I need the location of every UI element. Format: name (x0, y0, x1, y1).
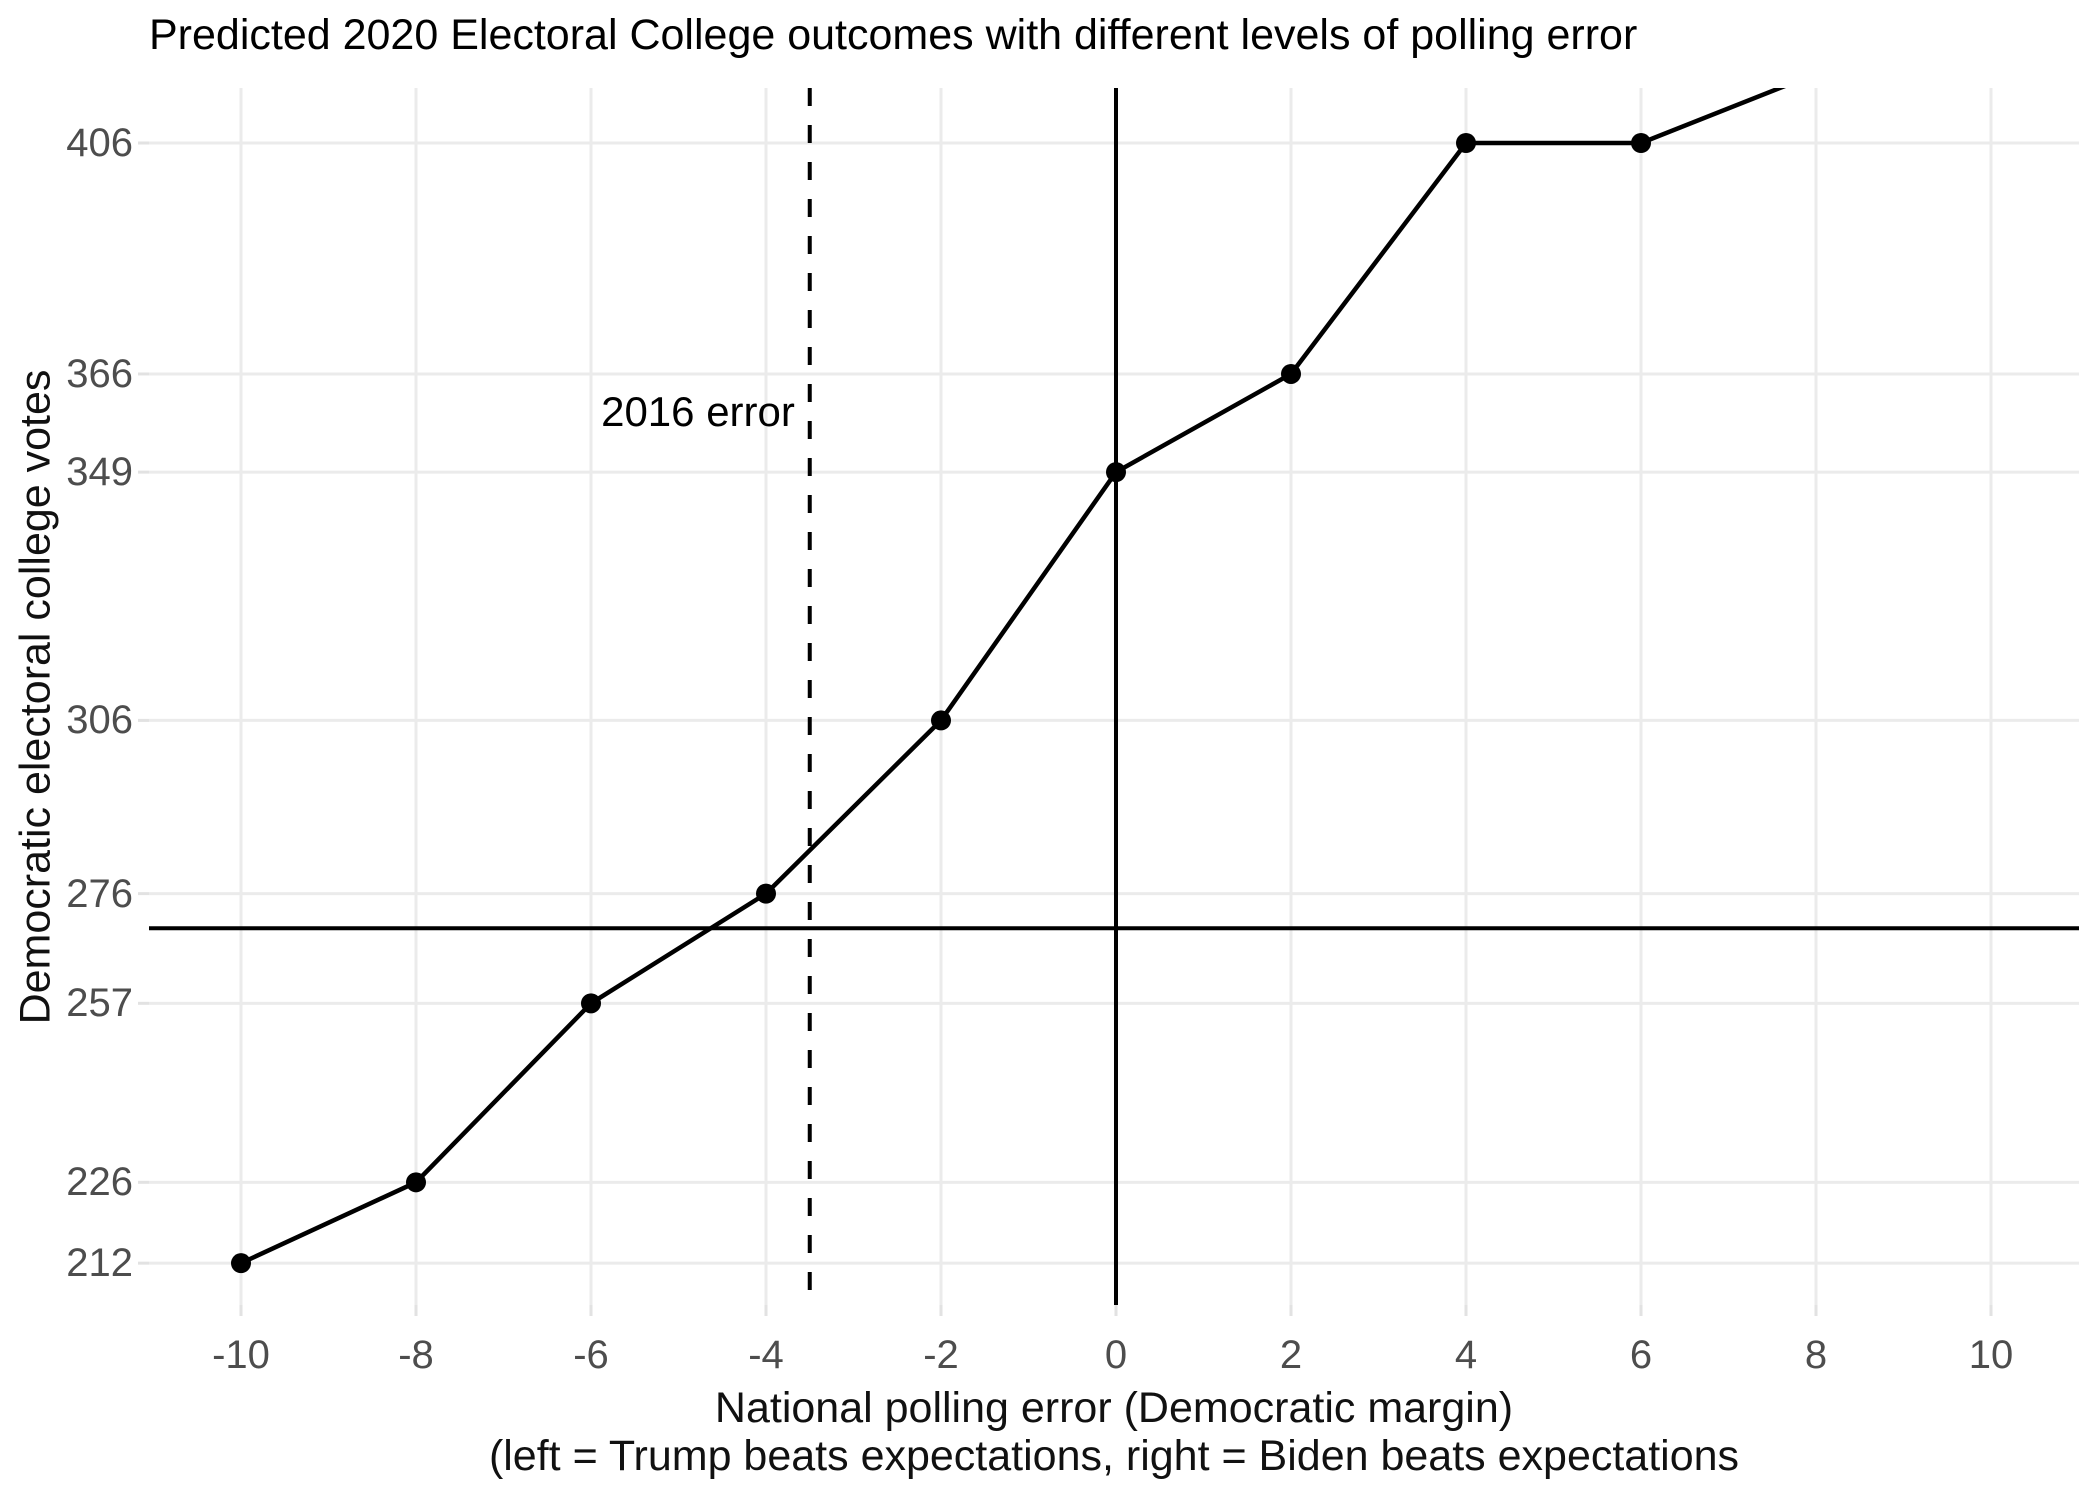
y-tick-label: 276 (66, 871, 133, 916)
x-tick-label: 4 (1454, 1333, 1478, 1377)
data-point (231, 1253, 251, 1274)
y-tick-label: 366 (66, 351, 133, 396)
y-tick-label: 349 (66, 450, 133, 495)
data-point (406, 1172, 426, 1193)
data-point (581, 993, 601, 1014)
data-point (1631, 133, 1651, 153)
data-point (756, 883, 776, 904)
x-tick-label: 2 (1279, 1333, 1303, 1377)
data-point (1456, 133, 1476, 153)
x-tick-label: -10 (212, 1333, 270, 1377)
x-axis-title-line2: (left = Trump beats expectations, right … (488, 1432, 1740, 1480)
x-tick-label: 0 (1104, 1333, 1128, 1377)
data-point (1281, 363, 1301, 384)
chart-title: Predicted 2020 Electoral College outcome… (149, 11, 1638, 59)
x-tick-label: -2 (923, 1333, 959, 1377)
x-axis-title-line1: National polling error (Democratic margi… (714, 1384, 1514, 1432)
data-point (931, 710, 951, 731)
data-line (240, 88, 1787, 1266)
x-tick-label: 6 (1629, 1333, 1653, 1377)
y-tick-label: 226 (66, 1160, 133, 1205)
annotation-2016-error: 2016 error (601, 388, 795, 436)
x-tick-label: -4 (748, 1333, 784, 1377)
x-tick-label: -6 (573, 1333, 609, 1377)
y-tick-label: 257 (66, 981, 133, 1026)
x-tick-label: 8 (1804, 1333, 1828, 1377)
y-tick-label: 212 (66, 1241, 133, 1286)
data-point (1106, 462, 1126, 483)
x-tick-label: -8 (398, 1333, 434, 1377)
y-tick-label: 406 (66, 121, 133, 165)
x-axis-title: National polling error (Democratic margi… (149, 1384, 2079, 1480)
y-tick-label: 306 (66, 698, 133, 743)
x-tick-label: 10 (1968, 1333, 2014, 1377)
